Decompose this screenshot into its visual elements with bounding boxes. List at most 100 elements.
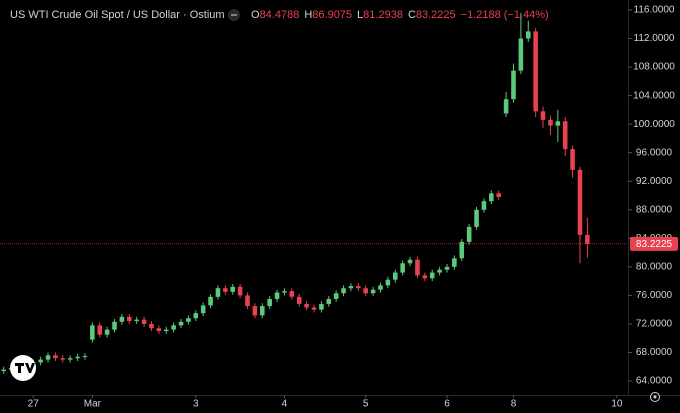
candle-body <box>171 325 176 330</box>
candle-body <box>1 369 6 372</box>
y-tick-label: 88.0000 <box>636 204 673 215</box>
candle-body <box>511 70 516 100</box>
symbol-title: US WTI Crude Oil Spot / US Dollar · Osti… <box>10 9 225 21</box>
candle-body <box>429 272 435 279</box>
y-tick-label: 96.0000 <box>636 147 673 158</box>
settings-icon <box>650 392 660 402</box>
candle-body <box>178 321 184 326</box>
candle-body <box>333 293 339 299</box>
settings-icon-center <box>653 395 657 399</box>
ohlc-values: O84.4788 H86.9075 L81.2938 C83.2225 −1.2188 … <box>251 9 549 21</box>
l-value: 81.2938 <box>363 9 403 21</box>
candle-body <box>570 149 575 170</box>
candle-body <box>444 266 450 270</box>
logo-mark <box>15 363 35 373</box>
x-tick-label: 4 <box>282 399 288 410</box>
candle-body <box>577 169 583 235</box>
candle-body <box>363 288 369 294</box>
y-tick-label: 64.0000 <box>636 376 673 387</box>
candle-body <box>319 303 324 310</box>
candle-body <box>459 241 465 259</box>
candle-body <box>481 201 487 210</box>
y-tick-label: 112.0000 <box>634 33 675 44</box>
x-tick-label: 5 <box>363 399 369 410</box>
candle-body <box>548 119 553 126</box>
candle-body <box>437 269 442 273</box>
candle-body <box>53 355 58 359</box>
candle-body <box>208 296 213 306</box>
candle-body <box>252 306 258 316</box>
tv-logo[interactable] <box>10 355 36 381</box>
candle-body <box>503 99 509 114</box>
candle-body <box>296 296 302 304</box>
candle-body <box>45 355 51 360</box>
candle-body <box>60 358 66 360</box>
settings-button[interactable] <box>650 392 660 402</box>
c-value: 83.2225 <box>416 9 456 21</box>
candle-body <box>489 193 494 202</box>
candle-body <box>370 289 376 294</box>
candle-body <box>38 359 43 363</box>
candle-body <box>274 292 280 299</box>
candle-body <box>326 298 332 304</box>
candle-body <box>348 286 354 289</box>
y-tick-label: 72.0000 <box>636 319 673 330</box>
candle-body <box>97 325 103 335</box>
candle-body <box>90 325 95 340</box>
candle-body <box>415 259 420 276</box>
h-label: H <box>304 9 312 21</box>
candle-body <box>186 318 191 322</box>
candle-body <box>134 319 139 322</box>
candle-body <box>385 279 391 286</box>
y-tick-label: 100.0000 <box>633 119 675 130</box>
candle-body <box>259 306 265 316</box>
candle-body <box>496 193 501 197</box>
last-price-tag <box>630 236 678 251</box>
candle-body <box>555 121 561 126</box>
x-tick-label: 6 <box>444 399 450 410</box>
x-tick-label: 10 <box>611 399 623 410</box>
last-price-label: 83.2225 <box>636 239 673 250</box>
candle-body <box>156 328 162 332</box>
y-tick-label: 116.0000 <box>634 5 675 16</box>
candle-body <box>452 258 457 267</box>
candle-body <box>585 234 590 244</box>
logo-circle <box>10 355 36 381</box>
candle-body <box>407 259 413 264</box>
candle-body <box>356 286 361 289</box>
candle-body <box>289 291 295 297</box>
candle-body <box>540 111 546 120</box>
candle-body <box>223 288 228 292</box>
y-tick-label: 76.0000 <box>636 290 673 301</box>
candle-body <box>215 288 221 297</box>
change-value: −1.2188 (−1.44%) <box>461 9 549 21</box>
candle-body <box>378 285 383 290</box>
candle-body <box>119 316 125 322</box>
y-tick-label: 104.0000 <box>633 90 675 101</box>
candle-body <box>392 272 398 280</box>
candle-body <box>245 295 250 307</box>
x-tick-label: 8 <box>511 399 517 410</box>
candle-body <box>311 307 317 310</box>
candle-body <box>422 275 428 279</box>
x-tick-label: 3 <box>193 399 199 410</box>
candle-body <box>149 323 154 329</box>
candle-body <box>267 298 272 307</box>
x-tick-label: 27 <box>28 399 40 410</box>
y-tick-label: 80.0000 <box>636 261 673 272</box>
h-value: 86.9075 <box>312 9 352 21</box>
candle-body <box>518 38 524 71</box>
candle-body <box>237 286 243 296</box>
candle-body <box>533 31 538 112</box>
candle-body <box>341 288 346 294</box>
candle-body <box>304 303 309 308</box>
candle-body <box>112 321 117 330</box>
candle-body <box>193 313 199 319</box>
candle-body <box>67 358 73 360</box>
candle-body <box>230 286 236 292</box>
y-tick-label: 68.0000 <box>636 347 673 358</box>
y-tick-label: 108.0000 <box>633 62 675 73</box>
